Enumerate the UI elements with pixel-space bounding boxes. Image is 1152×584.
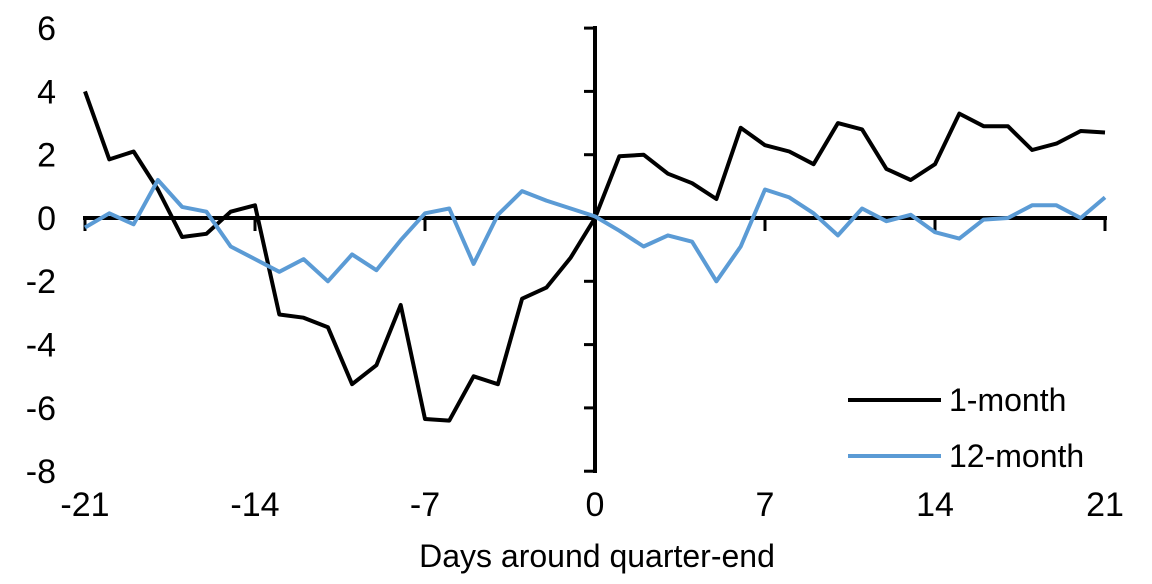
x-tick-label: -21 [60,486,109,524]
y-tick-label: -2 [26,263,56,301]
x-tick-label: -14 [230,486,279,524]
y-tick-label: 2 [37,137,56,175]
x-axis-title: Days around quarter-end [419,538,775,574]
legend: 1-month 12-month [848,382,1084,474]
legend-label-12-month: 12-month [949,438,1084,474]
series-line-12-month [83,178,1107,284]
x-tick-labels: -21 -14 -7 0 7 14 21 [60,486,1123,524]
y-tick-label: 4 [37,73,56,111]
y-tick-labels: 6 4 2 0 -2 -4 -6 -8 [26,10,56,491]
y-axis: 6 4 2 0 -2 -4 -6 -8 [26,10,597,491]
y-tick-label: -6 [26,390,56,428]
y-tick-label: 6 [37,10,56,48]
x-tick-label: 0 [586,486,605,524]
x-axis: -21 -14 -7 0 7 14 21 [60,216,1124,524]
y-tick-label: -4 [26,327,56,365]
legend-label-1-month: 1-month [949,382,1066,418]
y-tick-label: 0 [37,200,56,238]
x-tick-label: -7 [410,486,440,524]
x-tick-label: 21 [1086,486,1124,524]
x-tick-label: 7 [756,486,775,524]
y-tick-label: -8 [26,453,56,491]
x-tick-label: 14 [916,486,954,524]
